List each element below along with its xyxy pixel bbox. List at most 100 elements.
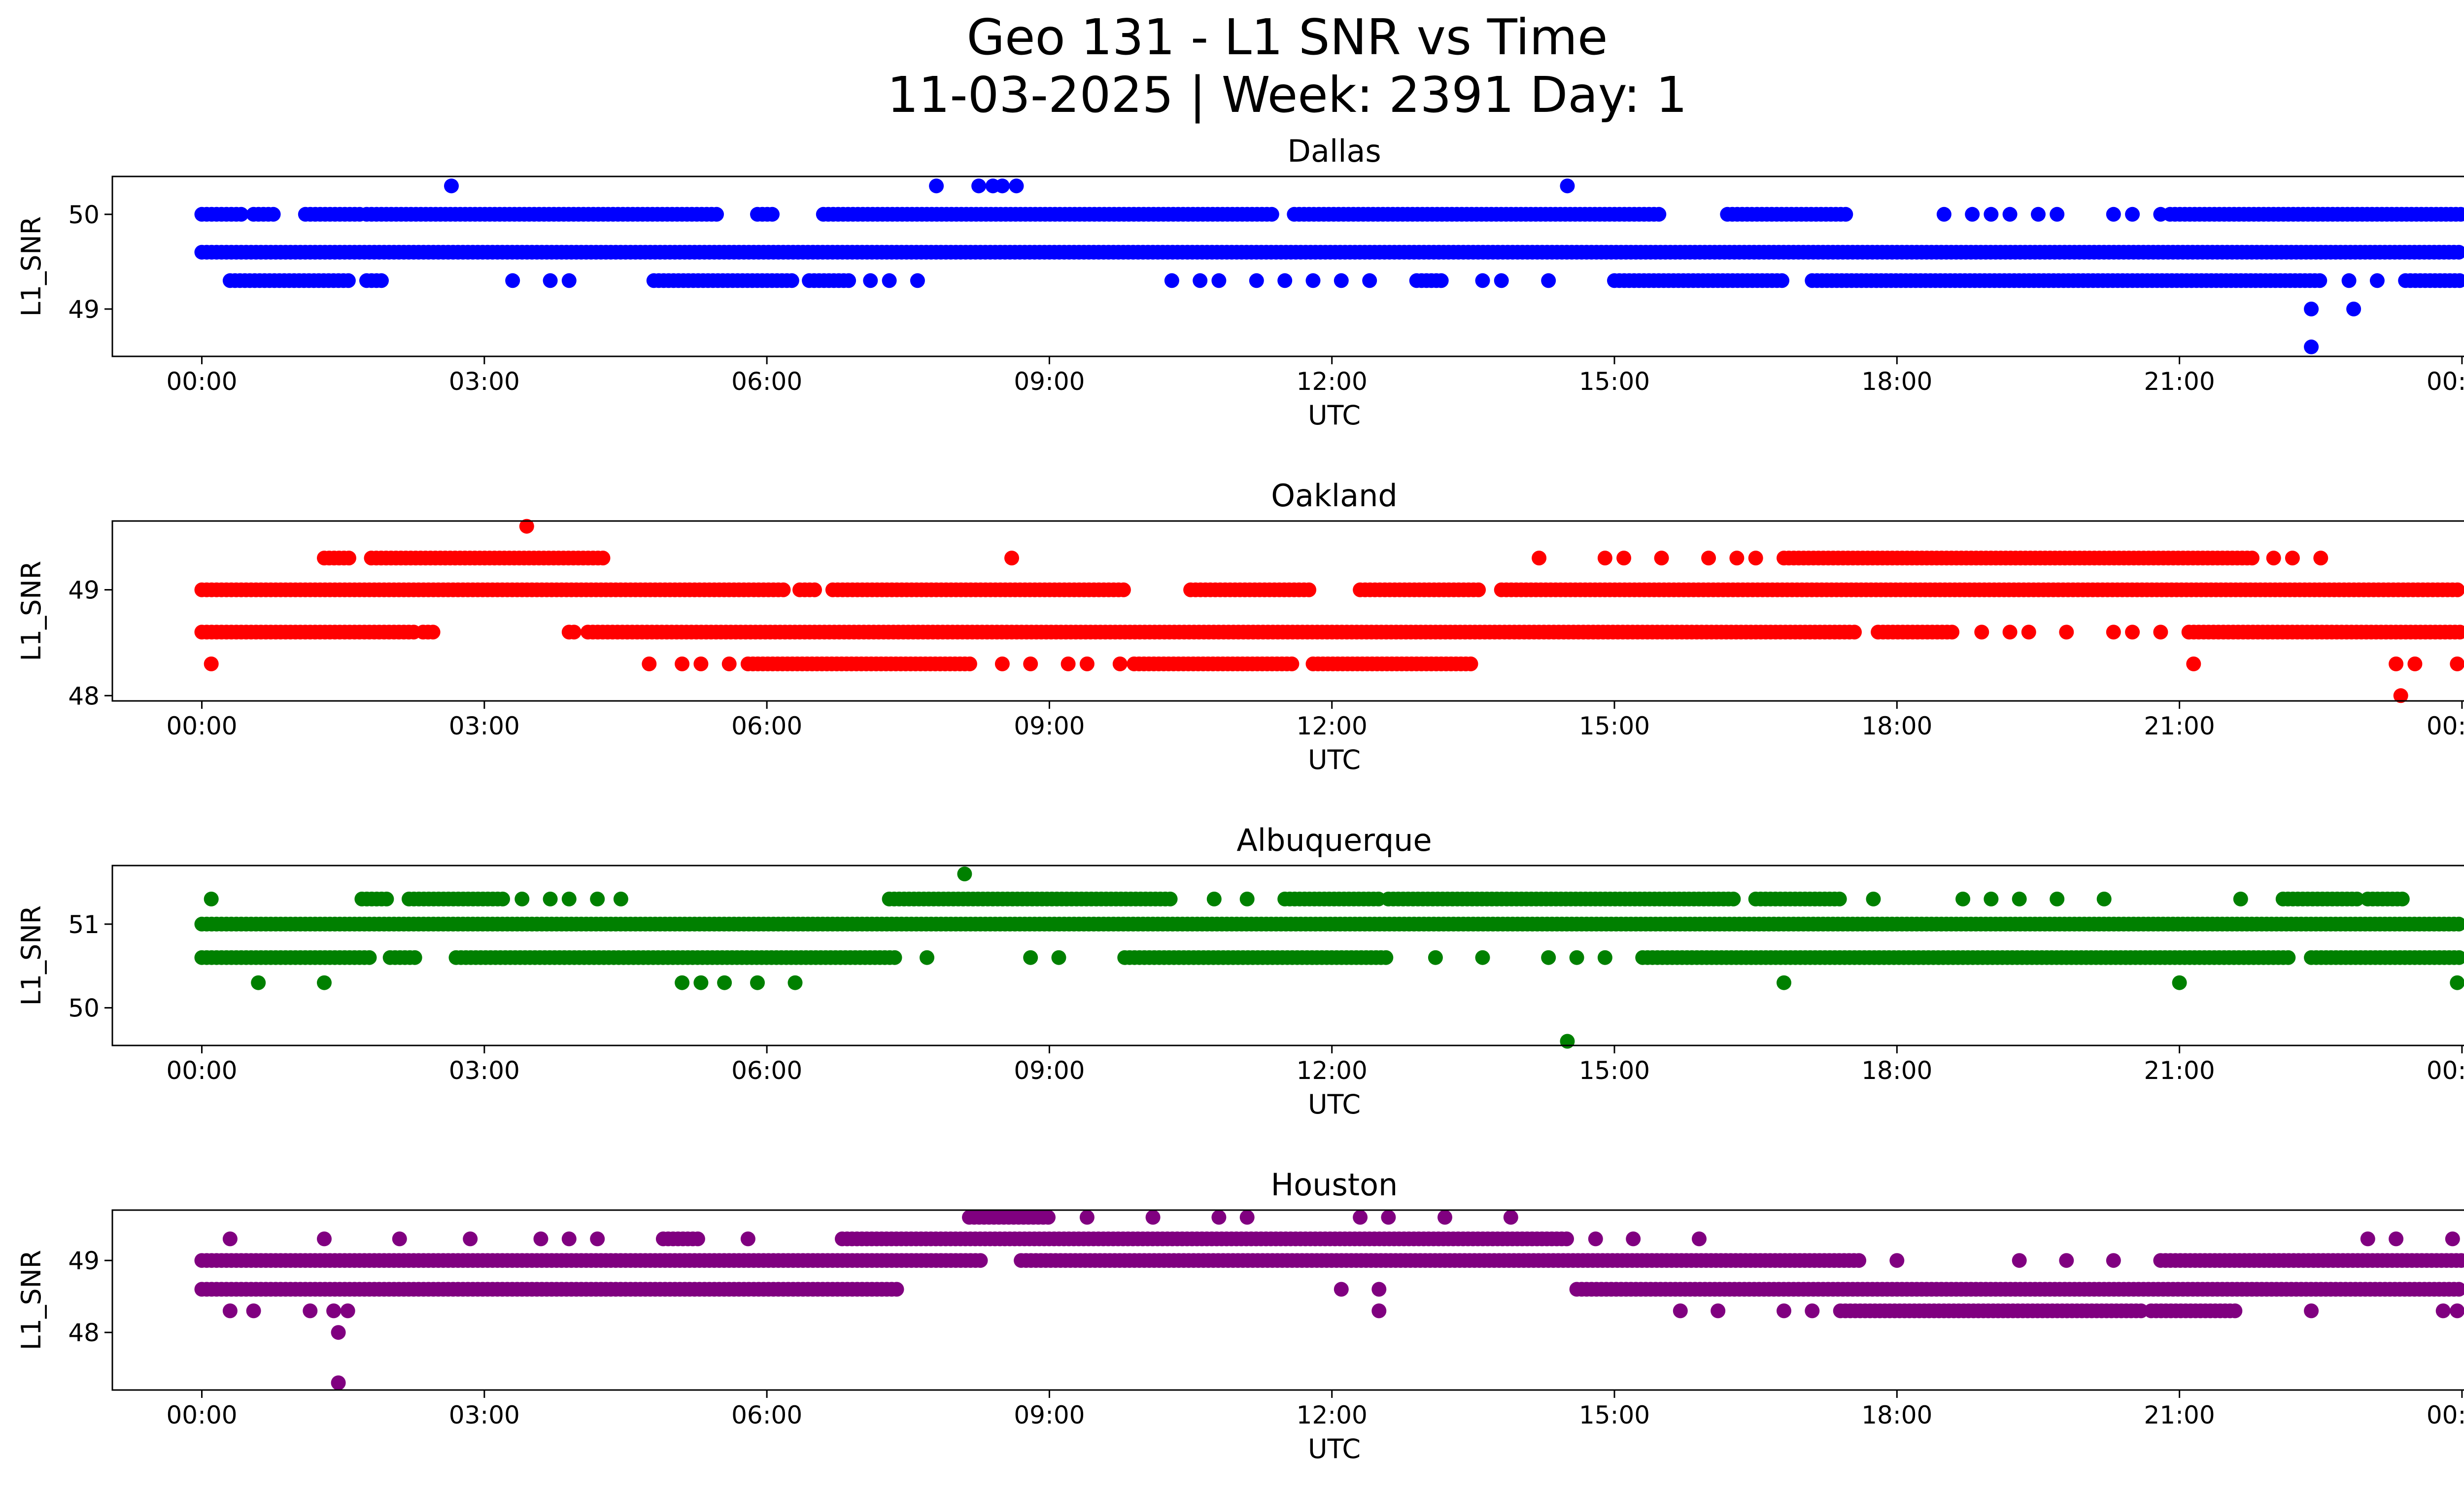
y-tick-label: 49 — [68, 1247, 100, 1275]
data-point — [392, 1231, 407, 1247]
data-point — [326, 1303, 342, 1319]
data-point — [1560, 178, 1575, 194]
data-point — [1560, 1034, 1575, 1049]
data-point — [1626, 1231, 1641, 1247]
series-dallas — [194, 178, 2464, 354]
data-point — [709, 207, 724, 222]
data-point — [2395, 891, 2410, 906]
data-point — [2050, 891, 2065, 906]
data-point — [2451, 244, 2464, 260]
data-point — [2153, 207, 2168, 222]
x-tick-label: 21:00 — [2144, 1401, 2215, 1429]
data-point — [1362, 273, 1377, 288]
data-point — [2227, 1303, 2243, 1319]
panel-title-houston: Houston — [1271, 1167, 1398, 1203]
data-point — [1494, 273, 1509, 288]
data-point — [920, 950, 934, 965]
data-point — [740, 1231, 755, 1247]
data-point — [1984, 891, 1999, 906]
data-point — [1353, 1210, 1368, 1225]
data-point — [2346, 301, 2361, 316]
series-albuquerque — [194, 867, 2464, 1049]
axes-frame-dallas — [111, 175, 2464, 357]
data-point — [1264, 207, 1279, 222]
data-point — [1503, 1210, 1518, 1225]
data-point — [2369, 273, 2385, 288]
data-point — [2360, 1231, 2375, 1247]
data-point — [2389, 1231, 2404, 1247]
x-axis-label: UTC — [1308, 1433, 1361, 1464]
data-point — [1211, 273, 1227, 288]
data-point — [519, 519, 534, 534]
x-tick-label: 06:00 — [731, 1056, 802, 1085]
data-point — [1381, 1210, 1396, 1225]
data-point — [2002, 625, 2018, 640]
x-tick-label: 12:00 — [1297, 1401, 1368, 1429]
data-point — [765, 207, 780, 222]
data-point — [407, 950, 422, 965]
data-point — [2407, 656, 2423, 671]
x-tick-label: 21:00 — [2144, 1056, 2215, 1085]
data-point — [2450, 582, 2464, 597]
x-tick-label: 15:00 — [1579, 367, 1650, 396]
data-point — [1777, 975, 1791, 990]
data-point — [1051, 950, 1066, 965]
x-tick-label: 00:00 — [2427, 712, 2464, 740]
data-point — [204, 656, 219, 671]
data-point — [444, 178, 459, 194]
data-point — [2341, 273, 2357, 288]
data-point — [2393, 688, 2408, 703]
data-point — [246, 1303, 261, 1319]
data-point — [1301, 582, 1317, 597]
data-point — [1532, 551, 1547, 566]
panel-oakland: Oakland 00:00 03:00 06:00 09:00 12:00 15:00 18:… — [16, 478, 2464, 775]
data-point — [1936, 207, 1951, 222]
data-point — [514, 891, 530, 906]
data-point — [2452, 950, 2464, 965]
data-point — [887, 950, 902, 965]
panel-albuquerque: Albuquerque 00:00 03:00 06:00 09:00 12:00 15:0… — [16, 822, 2464, 1120]
data-point — [543, 891, 558, 906]
data-point — [1206, 891, 1222, 906]
data-point — [2304, 339, 2319, 354]
x-tick-label: 15:00 — [1579, 1401, 1650, 1429]
x-tick-label: 12:00 — [1297, 367, 1368, 396]
axes-frame-oakland — [111, 520, 2464, 702]
x-tick-label: 15:00 — [1579, 712, 1650, 740]
data-point — [2096, 891, 2112, 906]
data-point — [776, 582, 791, 597]
data-point — [1378, 950, 1394, 965]
data-point — [1541, 950, 1556, 965]
panel-title-dallas: Dallas — [1287, 133, 1381, 169]
x-tick-label: 06:00 — [731, 367, 802, 396]
data-point — [2285, 551, 2300, 566]
data-point — [693, 656, 709, 671]
data-point — [1541, 273, 1556, 288]
data-point — [1239, 891, 1255, 906]
data-point — [2312, 273, 2327, 288]
x-axis-label: UTC — [1308, 1089, 1361, 1120]
data-point — [2435, 1303, 2451, 1319]
series-oakland — [194, 519, 2464, 703]
data-point — [1193, 273, 1208, 288]
data-point — [807, 582, 822, 597]
data-point — [957, 867, 972, 881]
data-point — [1437, 1210, 1452, 1225]
data-point — [561, 891, 577, 906]
x-tick-label: 15:00 — [1579, 1056, 1650, 1085]
data-point — [1471, 582, 1486, 597]
data-point — [2450, 656, 2464, 671]
data-point — [331, 1325, 346, 1340]
data-point — [675, 975, 690, 990]
data-point — [2002, 207, 2018, 222]
data-point — [1239, 1210, 1255, 1225]
x-tick-label: 03:00 — [449, 1056, 520, 1085]
x-tick-label: 21:00 — [2144, 367, 2215, 396]
data-point — [2349, 891, 2364, 906]
data-point — [994, 178, 1010, 194]
data-point — [2389, 656, 2404, 671]
y-tick-label: 50 — [68, 994, 100, 1023]
data-point — [675, 656, 690, 671]
data-point — [2304, 301, 2319, 316]
data-point — [341, 273, 356, 288]
